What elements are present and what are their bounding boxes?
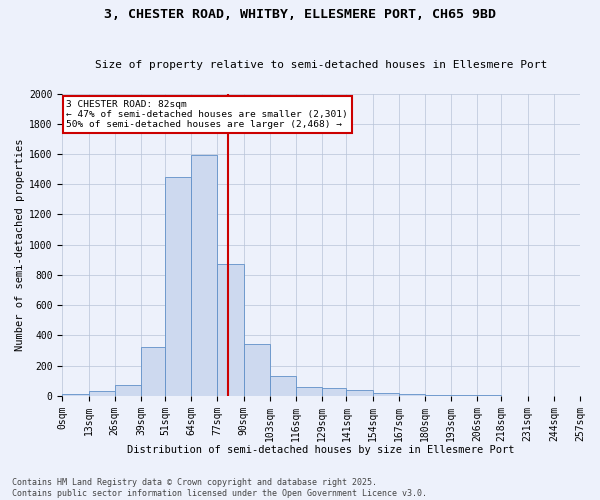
Y-axis label: Number of semi-detached properties: Number of semi-detached properties	[15, 138, 25, 351]
Bar	[244, 344, 270, 396]
Bar	[89, 390, 115, 396]
Bar	[425, 395, 451, 396]
Text: 3, CHESTER ROAD, WHITBY, ELLESMERE PORT, CH65 9BD: 3, CHESTER ROAD, WHITBY, ELLESMERE PORT,…	[104, 8, 496, 20]
Bar	[296, 387, 322, 396]
Text: Contains HM Land Registry data © Crown copyright and database right 2025.
Contai: Contains HM Land Registry data © Crown c…	[12, 478, 427, 498]
Bar	[115, 384, 141, 396]
Bar	[322, 388, 346, 396]
Bar	[217, 264, 244, 396]
Bar	[270, 376, 296, 396]
X-axis label: Distribution of semi-detached houses by size in Ellesmere Port: Distribution of semi-detached houses by …	[127, 445, 515, 455]
Bar	[373, 393, 399, 396]
Bar	[62, 394, 89, 396]
Text: 3 CHESTER ROAD: 82sqm
← 47% of semi-detached houses are smaller (2,301)
50% of s: 3 CHESTER ROAD: 82sqm ← 47% of semi-deta…	[67, 100, 348, 130]
Bar	[141, 348, 165, 396]
Bar	[165, 176, 191, 396]
Title: Size of property relative to semi-detached houses in Ellesmere Port: Size of property relative to semi-detach…	[95, 60, 547, 70]
Bar	[346, 390, 373, 396]
Bar	[399, 394, 425, 396]
Bar	[191, 156, 217, 396]
